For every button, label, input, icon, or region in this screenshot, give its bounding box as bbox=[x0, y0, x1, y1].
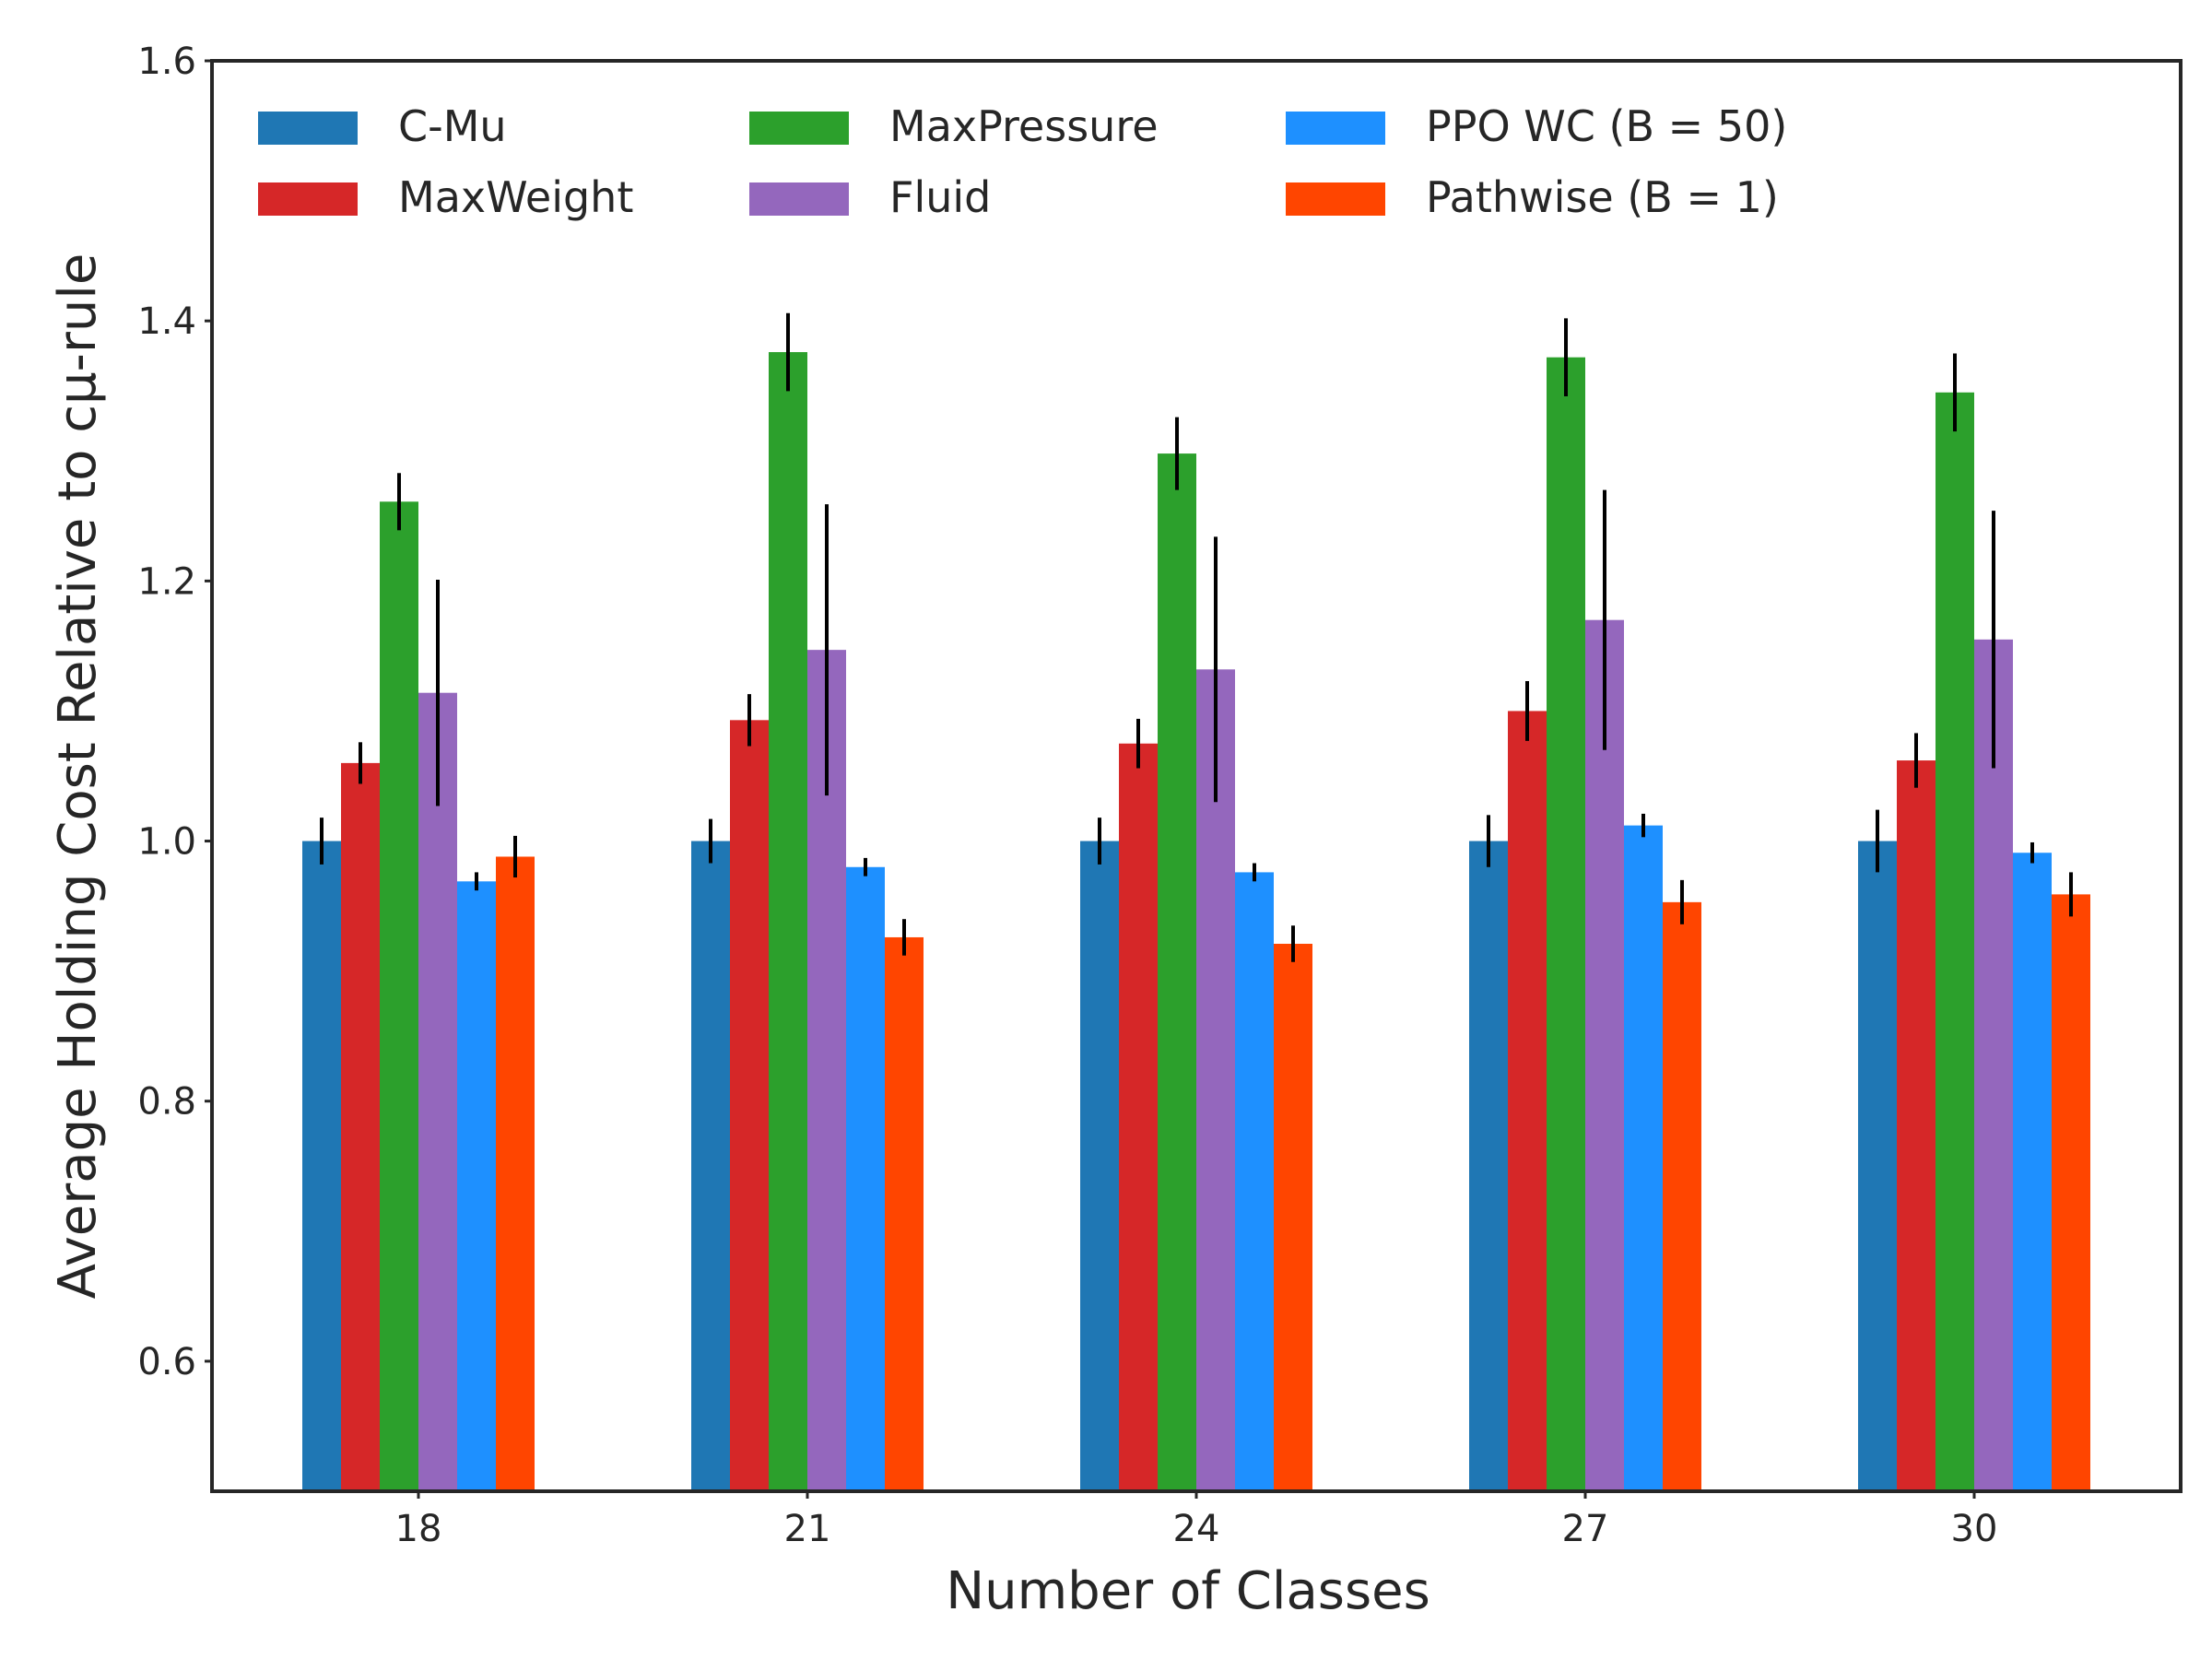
bar-maxweight-18 bbox=[341, 762, 380, 1491]
bar-ppo-wc-b-50--18 bbox=[457, 881, 496, 1491]
bar-pathwise-b-1--30 bbox=[2052, 894, 2090, 1491]
legend-label: MaxWeight bbox=[398, 172, 633, 222]
bar-fluid-27 bbox=[1585, 619, 1624, 1491]
bar-pathwise-b-1--18 bbox=[496, 856, 535, 1491]
bar-fluid-30 bbox=[1974, 639, 2013, 1491]
bar-maxpressure-30 bbox=[1936, 392, 1974, 1491]
bar-maxpressure-27 bbox=[1547, 357, 1585, 1492]
y-tick-label: 1.0 bbox=[137, 821, 196, 864]
y-tick-label: 1.6 bbox=[137, 41, 196, 83]
x-axis: 18 21 24 27 30 bbox=[395, 1491, 1998, 1550]
bar-c-mu-21 bbox=[691, 841, 730, 1491]
bar-maxpressure-21 bbox=[769, 352, 807, 1491]
legend-label: C-Mu bbox=[398, 101, 507, 151]
x-tick-label: 24 bbox=[1173, 1508, 1220, 1550]
y-tick-label: 0.8 bbox=[137, 1081, 196, 1124]
bar-c-mu-30 bbox=[1858, 841, 1897, 1491]
error-bars-layer bbox=[320, 312, 2073, 962]
y-axis: 0.6 0.8 1.0 1.2 1.4 1.6 bbox=[137, 41, 212, 1383]
bar-ppo-wc-b-50--27 bbox=[1624, 825, 1663, 1491]
y-tick-label: 1.4 bbox=[137, 300, 196, 343]
legend-label: PPO WC (B = 50) bbox=[1426, 101, 1787, 151]
bar-pathwise-b-1--27 bbox=[1663, 901, 1701, 1491]
bar-maxweight-30 bbox=[1897, 760, 1936, 1491]
bar-c-mu-18 bbox=[302, 841, 341, 1491]
bar-maxweight-21 bbox=[730, 720, 769, 1491]
legend-swatch bbox=[258, 182, 358, 216]
bar-pathwise-b-1--21 bbox=[885, 936, 924, 1491]
bar-maxweight-24 bbox=[1119, 743, 1158, 1491]
bar-pathwise-b-1--24 bbox=[1274, 944, 1312, 1491]
legend-label: Fluid bbox=[889, 172, 991, 222]
bar-ppo-wc-b-50--30 bbox=[2013, 853, 2052, 1491]
legend-swatch bbox=[258, 112, 358, 145]
legend: C-Mu MaxWeight MaxPressure Fluid PPO WC (B =… bbox=[258, 101, 1787, 222]
bar-maxweight-27 bbox=[1508, 711, 1547, 1491]
legend-swatch bbox=[749, 182, 849, 216]
bar-fluid-18 bbox=[418, 692, 457, 1491]
y-tick-label: 1.2 bbox=[137, 560, 196, 603]
x-tick-label: 18 bbox=[395, 1508, 442, 1550]
x-tick-label: 21 bbox=[784, 1508, 831, 1550]
bar-ppo-wc-b-50--21 bbox=[846, 866, 885, 1491]
bar-fluid-24 bbox=[1196, 669, 1235, 1491]
legend-swatch bbox=[1286, 112, 1385, 145]
bar-ppo-wc-b-50--24 bbox=[1235, 872, 1274, 1491]
legend-swatch bbox=[1286, 182, 1385, 216]
x-axis-label: Number of Classes bbox=[946, 1561, 1430, 1621]
legend-swatch bbox=[749, 112, 849, 145]
bar-c-mu-24 bbox=[1080, 841, 1119, 1491]
x-tick-label: 30 bbox=[1951, 1508, 1998, 1550]
legend-label: MaxPressure bbox=[889, 101, 1159, 151]
bars-layer bbox=[302, 352, 2090, 1492]
x-tick-label: 27 bbox=[1562, 1508, 1609, 1550]
bar-maxpressure-24 bbox=[1158, 453, 1196, 1492]
bar-maxpressure-18 bbox=[380, 501, 418, 1492]
legend-label: Pathwise (B = 1) bbox=[1426, 172, 1779, 222]
y-axis-label: Average Holding Cost Relative to cμ-rule bbox=[48, 253, 108, 1300]
bar-c-mu-27 bbox=[1469, 841, 1508, 1491]
y-tick-label: 0.6 bbox=[137, 1341, 196, 1383]
